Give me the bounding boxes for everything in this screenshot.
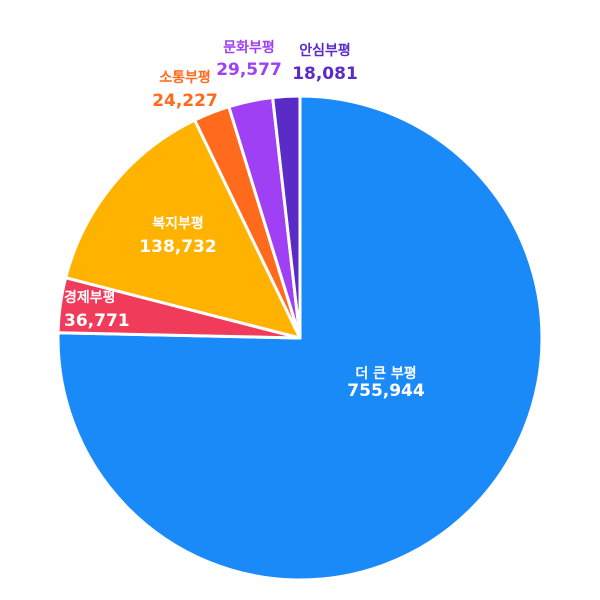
slice-value-label: 29,577 bbox=[216, 60, 282, 80]
pie-slice bbox=[64, 118, 302, 340]
slice-value-label: 24,227 bbox=[152, 91, 218, 111]
slice-value-label: 138,732 bbox=[139, 237, 216, 257]
slice-name-label: 소통부평 bbox=[159, 69, 211, 86]
pie-slice bbox=[56, 94, 544, 582]
slice-value-label: 36,771 bbox=[64, 311, 130, 331]
slice-label: 소통부평 24,227 bbox=[152, 69, 218, 111]
slice-label: 경제부평 36,771 bbox=[64, 289, 130, 331]
slice-name-label: 안심부평 bbox=[299, 42, 351, 59]
slice-value-label: 755,944 bbox=[347, 381, 425, 401]
slice-name-label: 문화부평 bbox=[223, 39, 275, 56]
slice-value-label: 18,081 bbox=[292, 64, 358, 84]
slice-name-label: 경제부평 bbox=[64, 289, 116, 306]
pie-slice bbox=[271, 94, 302, 340]
slice-name-label: 복지부평 bbox=[152, 215, 204, 232]
slice-label: 문화부평 29,577 bbox=[216, 39, 282, 80]
slice-label: 안심부평 18,081 bbox=[292, 42, 358, 84]
slice-name-label: 더 큰 부평 bbox=[355, 365, 416, 382]
slice-label: 복지부평 138,732 bbox=[139, 215, 216, 257]
